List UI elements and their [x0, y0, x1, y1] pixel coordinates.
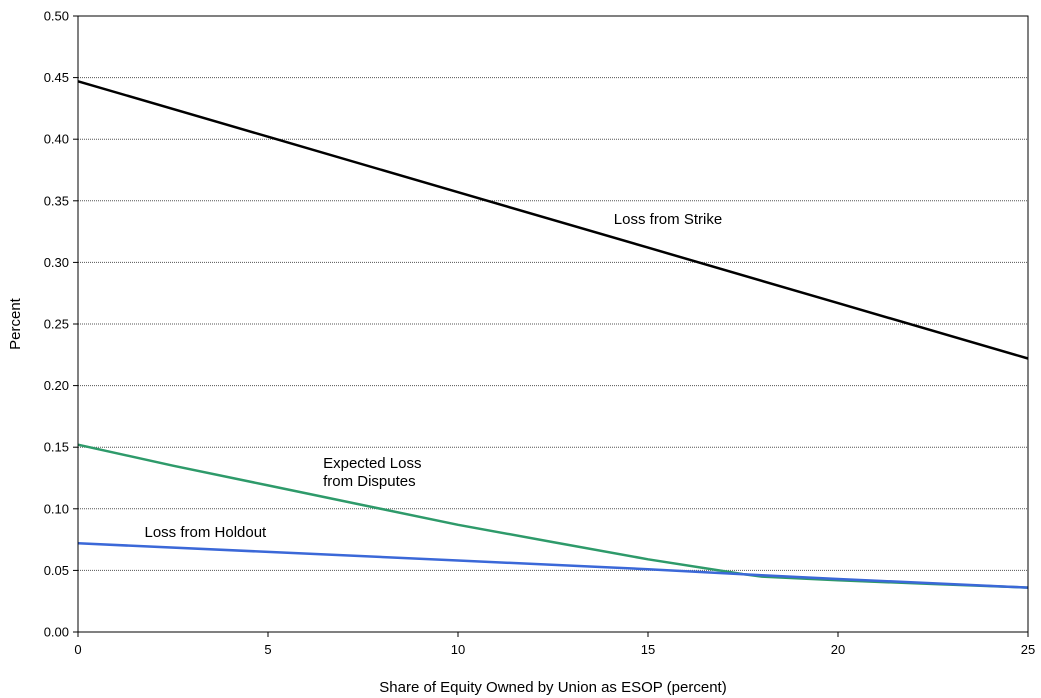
- y-tick-label: 0.00: [44, 625, 69, 640]
- x-tick-label: 0: [74, 642, 81, 657]
- series-annotation: Loss from Strike: [614, 211, 722, 228]
- x-tick-label: 15: [641, 642, 655, 657]
- y-tick-label: 0.05: [44, 563, 69, 578]
- series-line-loss-from-holdout: [77, 542, 1029, 589]
- x-tick-label: 5: [264, 642, 271, 657]
- y-axis-title: Percent: [7, 297, 24, 350]
- series-line-expected-loss-from-disputes: [77, 443, 1029, 589]
- series-line-loss-from-strike: [77, 80, 1029, 360]
- y-tick-label: 0.20: [44, 378, 69, 393]
- series-lines: [77, 80, 1029, 589]
- y-tick-label: 0.50: [44, 9, 69, 24]
- axis-ticks: 0.00 0.05 0.10 0.15 0.20 0.25 0.30 0.35 0.40 0.45…: [44, 9, 1036, 658]
- y-tick-label: 0.40: [44, 132, 69, 147]
- x-axis-title: Share of Equity Owned by Union as ESOP (…: [379, 679, 726, 696]
- series-annotation: Loss from Holdout: [145, 524, 268, 541]
- gridlines: [78, 77, 1028, 571]
- y-tick-label: 0.25: [44, 317, 69, 332]
- x-tick-label: 25: [1021, 642, 1035, 657]
- y-tick-label: 0.30: [44, 255, 69, 270]
- y-tick-label: 0.35: [44, 193, 69, 208]
- x-tick-label: 10: [451, 642, 465, 657]
- x-tick-label: 20: [831, 642, 845, 657]
- series-annotation: Expected Loss from Disputes: [323, 455, 421, 490]
- series-annotations: Loss from Strike Expected Loss from Disput…: [145, 211, 723, 541]
- y-tick-label: 0.15: [44, 440, 69, 455]
- y-tick-label: 0.10: [44, 501, 69, 516]
- y-tick-label: 0.45: [44, 70, 69, 85]
